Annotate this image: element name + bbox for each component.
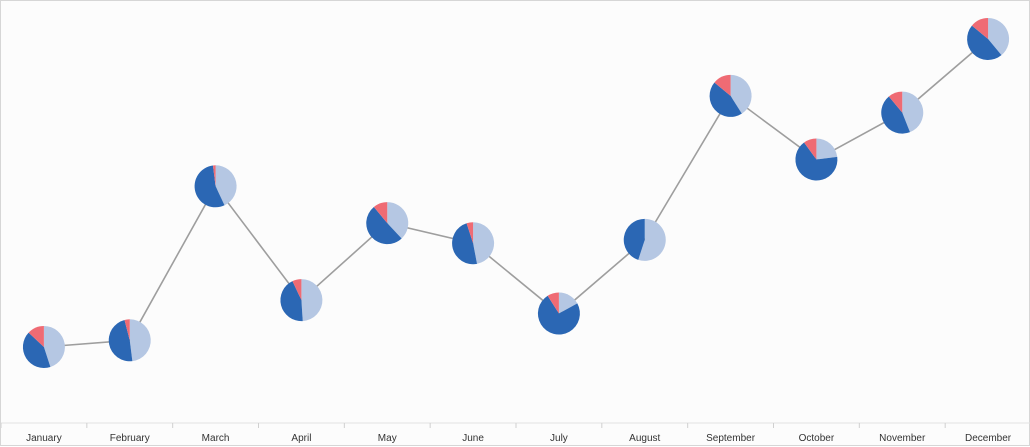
x-tick-label: June [462,433,484,444]
pie-slice [623,218,645,260]
pie-slice [888,91,903,113]
pie-slice [967,25,1002,60]
pie-slice [547,292,559,314]
pie-marker-january[interactable] [22,326,65,368]
pie-slice [881,96,910,134]
x-tick-label: May [378,433,397,444]
x-tick-label: April [291,433,311,444]
x-tick-label: October [799,433,835,444]
pie-slice [124,319,130,341]
x-axis: January February March April May June July Augu… [1,422,1030,444]
x-tick-label: January [26,433,62,444]
pie-slice [292,279,302,301]
pie-slice [215,165,237,206]
pie-slice [730,74,752,114]
pie-slice [387,202,409,239]
pie-marker-march[interactable] [194,165,237,208]
pie-slice [212,165,216,187]
pie-marker-february[interactable] [108,319,151,362]
series-line [43,38,989,348]
pie-slice [537,295,580,335]
pie-slice [280,281,303,322]
pie-slice [988,18,1010,56]
pie-slice [795,142,838,181]
x-tick-label: December [965,433,1012,444]
x-tick-label: February [110,433,150,444]
pie-slice [804,138,817,160]
pie-slice [194,165,225,208]
pie-marker-november[interactable] [881,91,924,134]
pie-marker-october[interactable] [795,138,838,181]
pie-slice [22,332,51,368]
pie-slice [902,91,924,133]
pie-slice [108,319,133,362]
x-tick-label: March [202,433,230,444]
x-tick-label: September [706,433,756,444]
pie-marker-june[interactable] [452,222,495,265]
pie-marker-august[interactable] [623,218,666,261]
pie-slice [816,138,838,160]
pie-slice [43,326,65,367]
pie-slice [971,18,989,39]
x-tick-label: July [550,433,568,444]
pie-slice [558,292,578,314]
pie-marker-may[interactable] [366,202,409,245]
pie-slice [366,206,402,245]
pie-slice [466,222,474,244]
pie-slice [129,319,151,362]
pie-slice [301,279,323,322]
pie-slice [28,326,44,347]
pie-slice [714,74,731,96]
pie-slice [638,218,666,261]
pie-marker-april[interactable] [280,279,323,322]
pie-slice [473,222,495,264]
pie-marker-september[interactable] [709,74,752,117]
pie-marker-july[interactable] [537,292,580,335]
pie-markers-group [22,18,1010,368]
pie-marker-december[interactable] [967,18,1010,60]
series-line-group [43,38,989,348]
x-tick-label: August [629,433,660,444]
x-tick-label: November [879,433,926,444]
pie-slice [373,202,388,224]
pie-slice [709,82,742,117]
pie-slice [452,223,478,265]
